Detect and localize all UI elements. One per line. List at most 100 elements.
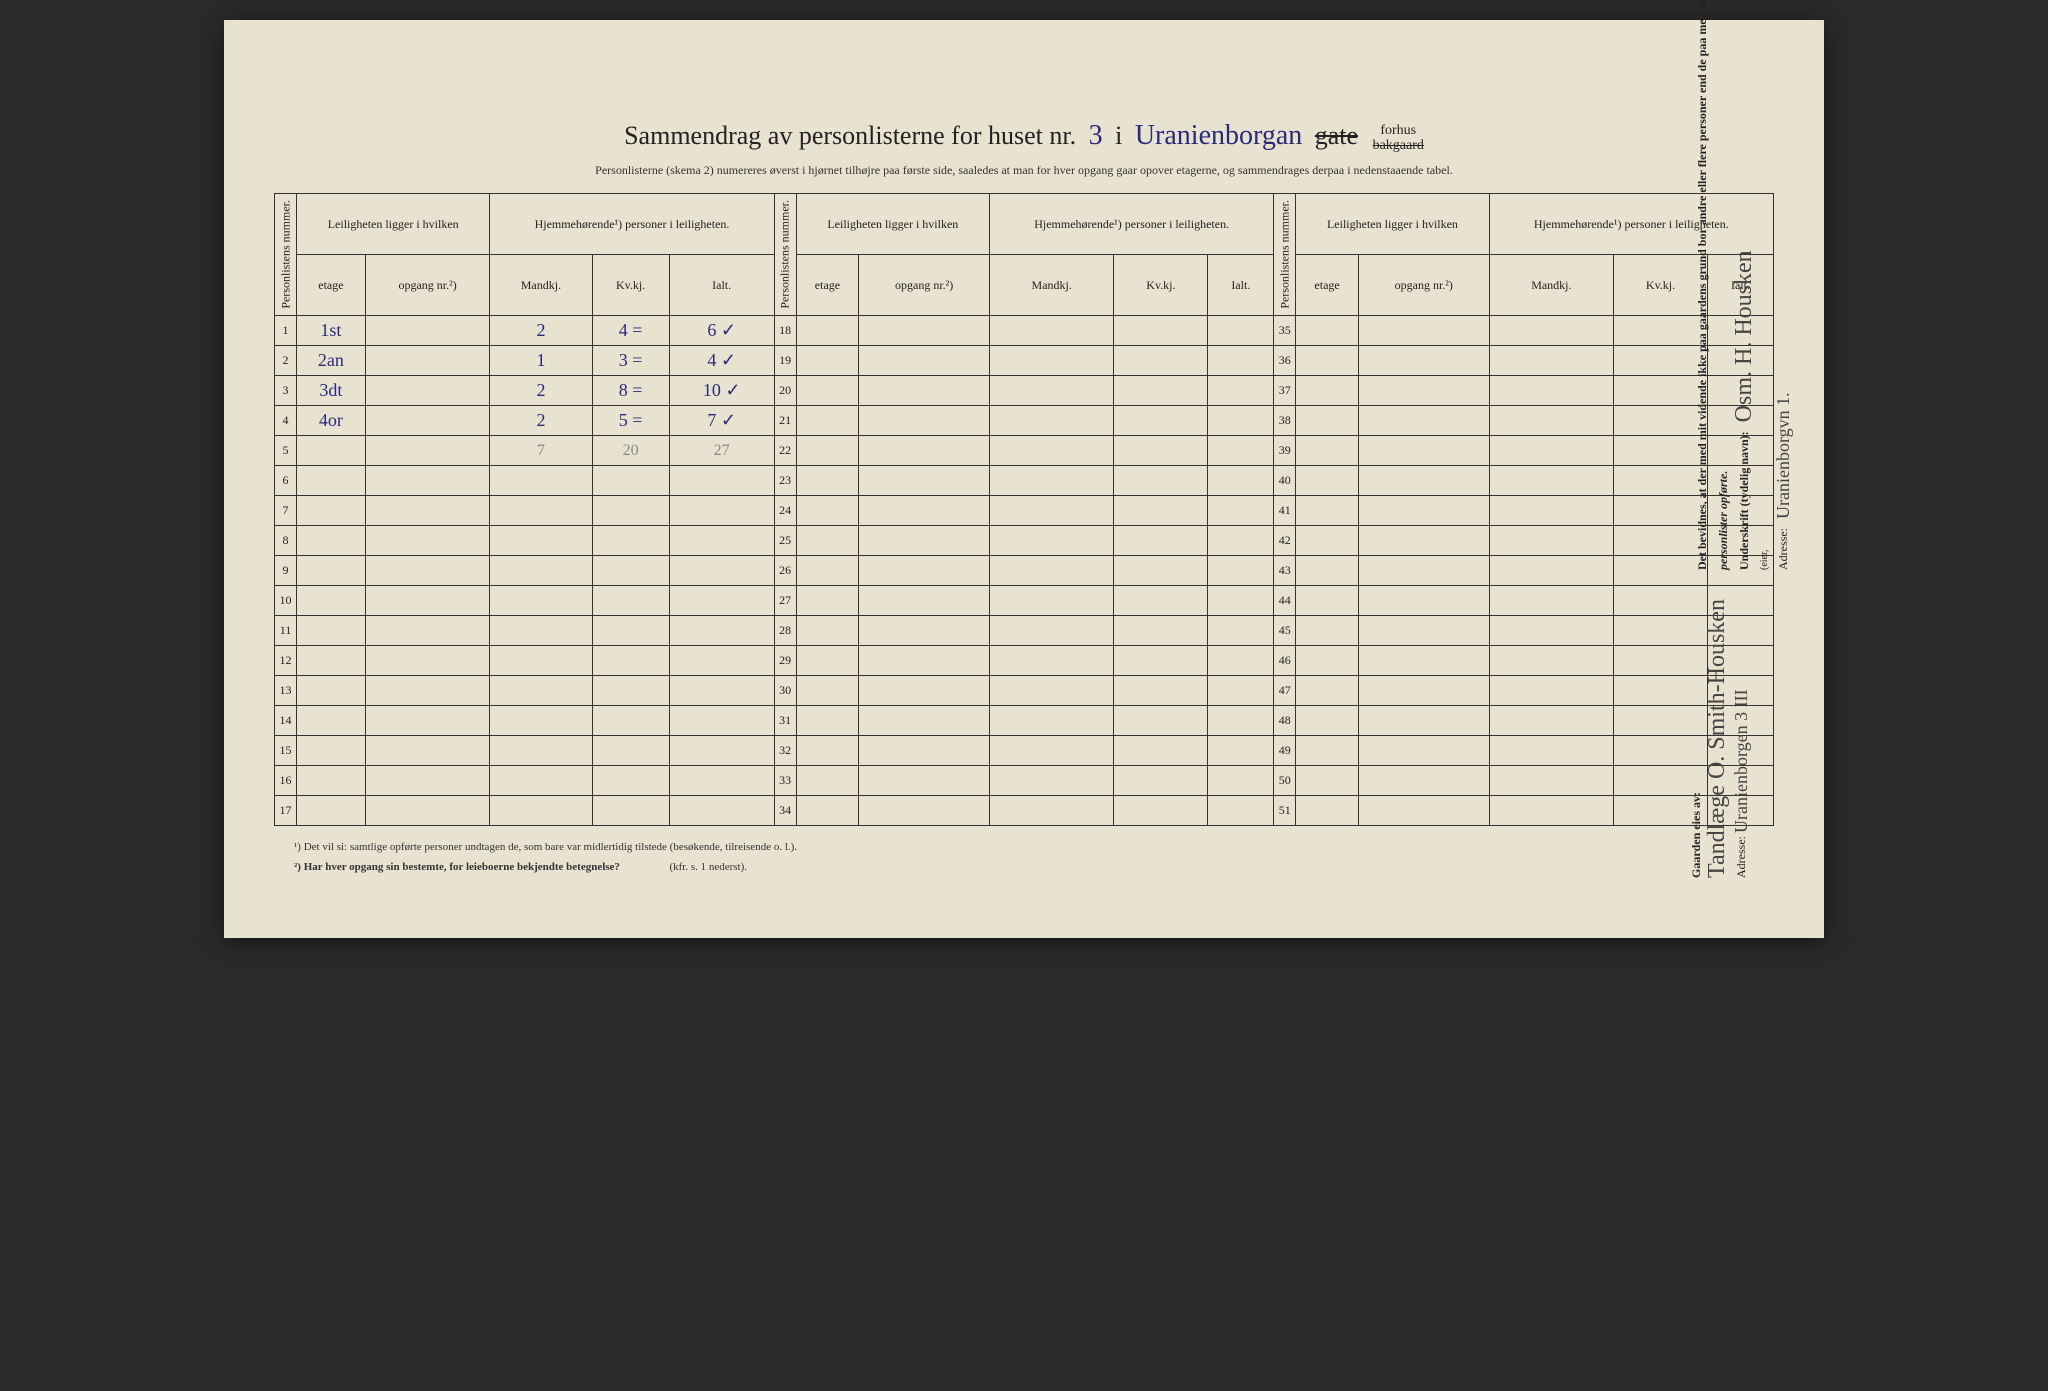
empty-cell bbox=[796, 406, 859, 436]
empty-cell bbox=[1114, 556, 1208, 586]
table-row: 22an13 =4 ✓1936 bbox=[275, 346, 1774, 376]
cell-ialt: 6 ✓ bbox=[669, 316, 774, 346]
empty-cell bbox=[990, 676, 1114, 706]
cell-kvkj bbox=[592, 796, 669, 826]
empty-cell bbox=[990, 796, 1114, 826]
cell-opgang bbox=[365, 526, 490, 556]
empty-cell bbox=[859, 616, 990, 646]
empty-cell bbox=[859, 646, 990, 676]
cell-opgang bbox=[365, 316, 490, 346]
empty-cell bbox=[1114, 496, 1208, 526]
row-number-g3: 47 bbox=[1274, 676, 1296, 706]
row-number-g2: 33 bbox=[774, 766, 796, 796]
footnote-2: ²) Har hver opgang sin bestemte, for lei… bbox=[294, 858, 1774, 878]
row-number-g2: 25 bbox=[774, 526, 796, 556]
adresse2-hw: Uranienborgen 3 III bbox=[1731, 689, 1751, 833]
empty-cell bbox=[1296, 376, 1359, 406]
cell-opgang bbox=[365, 406, 490, 436]
empty-cell bbox=[1208, 436, 1274, 466]
col-hjemme-1: Hjemmehørende¹) personer i leiligheten. bbox=[490, 194, 774, 255]
row-number-g3: 41 bbox=[1274, 496, 1296, 526]
row-number-g2: 29 bbox=[774, 646, 796, 676]
table-row: 62340 bbox=[275, 466, 1774, 496]
empty-cell bbox=[1296, 646, 1359, 676]
empty-cell bbox=[1208, 736, 1274, 766]
h-ialt-1: Ialt. bbox=[669, 255, 774, 316]
cell-kvkj bbox=[592, 706, 669, 736]
cell-etage bbox=[297, 676, 366, 706]
empty-cell bbox=[1489, 616, 1613, 646]
empty-cell bbox=[990, 616, 1114, 646]
empty-cell bbox=[1208, 466, 1274, 496]
empty-cell bbox=[1114, 346, 1208, 376]
empty-cell bbox=[1358, 766, 1489, 796]
cell-kvkj bbox=[592, 586, 669, 616]
empty-cell bbox=[1358, 466, 1489, 496]
row-number-g1: 6 bbox=[275, 466, 297, 496]
empty-cell bbox=[796, 316, 859, 346]
empty-cell bbox=[1358, 346, 1489, 376]
empty-cell bbox=[1114, 586, 1208, 616]
empty-cell bbox=[1489, 676, 1613, 706]
cell-kvkj bbox=[592, 466, 669, 496]
row-number-g1: 17 bbox=[275, 796, 297, 826]
cell-mandkj bbox=[490, 646, 592, 676]
empty-cell bbox=[796, 796, 859, 826]
cell-ialt bbox=[669, 766, 774, 796]
table-row: 173451 bbox=[275, 796, 1774, 826]
empty-cell bbox=[859, 676, 990, 706]
empty-cell bbox=[990, 466, 1114, 496]
empty-cell bbox=[1114, 376, 1208, 406]
empty-cell bbox=[1296, 586, 1359, 616]
row-number-g3: 35 bbox=[1274, 316, 1296, 346]
row-number-g1: 14 bbox=[275, 706, 297, 736]
empty-cell bbox=[1489, 586, 1613, 616]
row-number-g3: 38 bbox=[1274, 406, 1296, 436]
cell-kvkj bbox=[592, 616, 669, 646]
empty-cell bbox=[1489, 706, 1613, 736]
empty-cell bbox=[1489, 736, 1613, 766]
h-etage-3: etage bbox=[1296, 255, 1359, 316]
cell-opgang bbox=[365, 766, 490, 796]
empty-cell bbox=[796, 766, 859, 796]
empty-cell bbox=[990, 706, 1114, 736]
empty-cell bbox=[859, 436, 990, 466]
footnotes: ¹) Det vil si: samtlige opførte personer… bbox=[274, 838, 1774, 878]
h-ialt-2: Ialt. bbox=[1208, 255, 1274, 316]
row-number-g2: 28 bbox=[774, 616, 796, 646]
gaarden-label: Gaarden eies av: bbox=[1689, 792, 1703, 878]
h-kv-1: Kv.kj. bbox=[592, 255, 669, 316]
table-row: 102744 bbox=[275, 586, 1774, 616]
h-opgang-1: opgang nr.²) bbox=[365, 255, 490, 316]
h-mand-2: Mandkj. bbox=[990, 255, 1114, 316]
empty-cell bbox=[796, 466, 859, 496]
empty-cell bbox=[1114, 736, 1208, 766]
cell-ialt bbox=[669, 796, 774, 826]
cell-ialt bbox=[669, 676, 774, 706]
row-number-g3: 43 bbox=[1274, 556, 1296, 586]
cell-ialt bbox=[669, 646, 774, 676]
cell-etage bbox=[297, 646, 366, 676]
empty-cell bbox=[1208, 406, 1274, 436]
empty-cell bbox=[1296, 616, 1359, 646]
empty-cell bbox=[1489, 556, 1613, 586]
col-nummer-1: Personlistens nummer. bbox=[275, 194, 297, 316]
cell-opgang bbox=[365, 466, 490, 496]
cell-opgang bbox=[365, 346, 490, 376]
bakgaard-label: bakgaard bbox=[1373, 138, 1424, 153]
empty-cell bbox=[1208, 646, 1274, 676]
cell-ialt bbox=[669, 736, 774, 766]
cell-kvkj bbox=[592, 766, 669, 796]
row-number-g2: 34 bbox=[774, 796, 796, 826]
adresse2-label: Adresse: bbox=[1734, 836, 1748, 878]
empty-cell bbox=[990, 526, 1114, 556]
title-mid: i bbox=[1115, 121, 1122, 150]
row-number-g2: 23 bbox=[774, 466, 796, 496]
empty-cell bbox=[1114, 466, 1208, 496]
header-row-2: etage opgang nr.²) Mandkj. Kv.kj. Ialt. … bbox=[275, 255, 1774, 316]
table-wrapper: Personlistens nummer. Leiligheten ligger… bbox=[274, 193, 1774, 826]
empty-cell bbox=[796, 616, 859, 646]
cell-etage: 1st bbox=[297, 316, 366, 346]
underskrift-hw: Osm. H. Housken bbox=[1731, 250, 1757, 422]
empty-cell bbox=[859, 706, 990, 736]
